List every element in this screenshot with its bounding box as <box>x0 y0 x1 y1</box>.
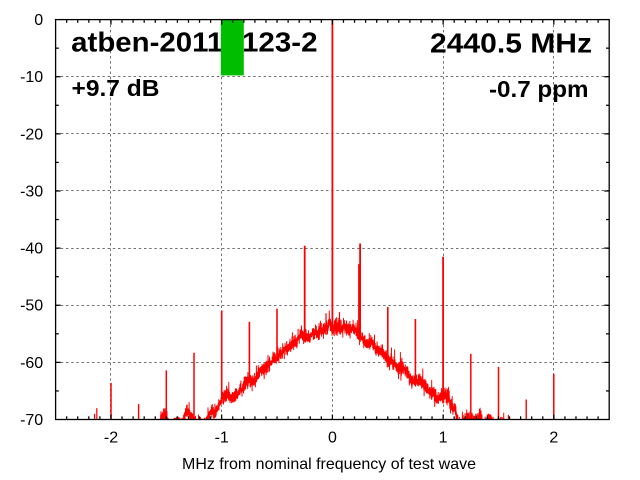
svg-text:2440.5 MHz: 2440.5 MHz <box>430 27 592 58</box>
svg-text:-2: -2 <box>104 430 118 447</box>
svg-text:atben-2011: atben-2011 <box>71 27 223 58</box>
svg-text:2: 2 <box>549 430 558 447</box>
svg-text:-40: -40 <box>20 241 43 258</box>
svg-text:-10: -10 <box>20 69 43 86</box>
svg-text:-30: -30 <box>20 184 43 201</box>
svg-text:-70: -70 <box>20 412 43 429</box>
svg-text:1: 1 <box>439 430 448 447</box>
svg-text:123-2: 123-2 <box>242 27 318 58</box>
svg-text:-50: -50 <box>20 298 43 315</box>
svg-text:-1: -1 <box>215 430 229 447</box>
svg-text:0: 0 <box>34 12 43 29</box>
svg-text:-0.7 ppm: -0.7 ppm <box>489 76 589 102</box>
svg-text:0: 0 <box>328 430 337 447</box>
svg-text:-60: -60 <box>20 355 43 372</box>
svg-text:MHz from nominal frequency of: MHz from nominal frequency of test wave <box>182 456 476 473</box>
svg-text:+9.7 dB: +9.7 dB <box>72 75 160 101</box>
svg-text:-20: -20 <box>20 126 43 143</box>
